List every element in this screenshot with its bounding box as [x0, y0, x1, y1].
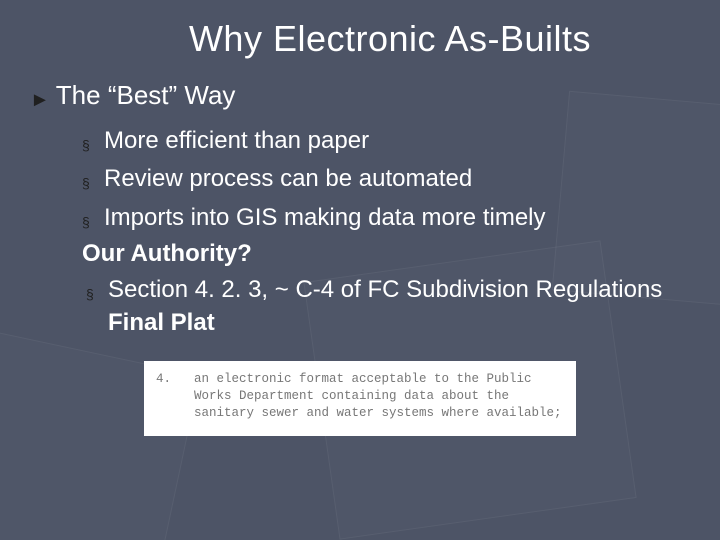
lvl1-text: The “Best” Way	[56, 80, 236, 111]
lvl1-item: ► The “Best” Way	[30, 80, 690, 111]
inset-number: 4.	[156, 371, 194, 422]
bullet-item: § Imports into GIS making data more time…	[82, 202, 690, 234]
bullet-item: § More efficient than paper	[82, 125, 690, 157]
square-icon: §	[86, 287, 98, 301]
square-icon: §	[82, 176, 94, 190]
square-icon: §	[82, 215, 94, 229]
slide-title: Why Electronic As-Builts	[90, 18, 690, 60]
emphasis-line: Our Authority?	[82, 240, 690, 268]
sub-bullet-prefix: Section 4. 2. 3, ~ C-4 of FC Subdivision…	[108, 276, 662, 303]
slide: Why Electronic As-Builts ► The “Best” Wa…	[0, 0, 720, 540]
inset-text: an electronic format acceptable to the P…	[194, 371, 564, 422]
inset-quote-box: 4. an electronic format acceptable to th…	[144, 361, 576, 436]
bullet-text: More efficient than paper	[104, 125, 369, 157]
square-icon: §	[82, 138, 94, 152]
bullet-item: § Review process can be automated	[82, 163, 690, 195]
bullet-text: Review process can be automated	[104, 163, 472, 195]
sub-bullet-item: § Section 4. 2. 3, ~ C-4 of FC Subdivisi…	[86, 274, 690, 339]
sub-bullet-bold: Final Plat	[108, 309, 215, 336]
bullet-text: Imports into GIS making data more timely	[104, 202, 546, 234]
sub-bullet-text: Section 4. 2. 3, ~ C-4 of FC Subdivision…	[108, 274, 690, 339]
triangle-icon: ►	[30, 90, 50, 110]
bullet-group: § More efficient than paper § Review pro…	[82, 125, 690, 339]
